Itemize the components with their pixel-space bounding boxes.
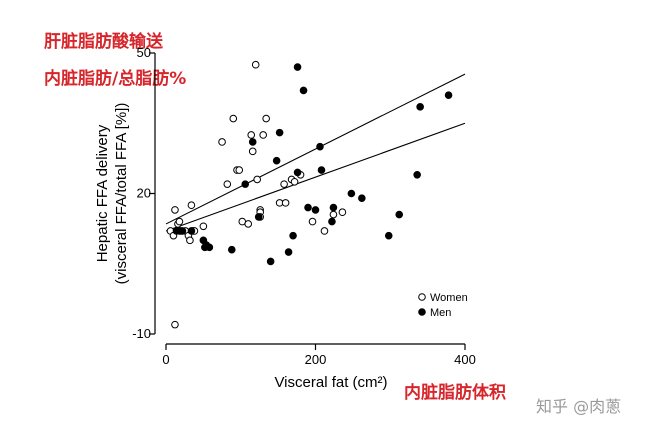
data-point-men: [293, 168, 302, 177]
data-point-men: [413, 170, 421, 179]
y-axis-label-line2: (visceral FFA/total FFA [%]): [113, 103, 130, 285]
data-point-women: [244, 220, 253, 228]
data-point-women: [259, 131, 267, 139]
data-point-women: [320, 227, 329, 235]
data-point-men: [241, 180, 250, 188]
data-point-women: [175, 217, 184, 226]
data-point-men: [358, 194, 366, 202]
axes: -10 20 50 0 200 400: [132, 45, 476, 367]
annotation-title-line1: 肝脏脂肪酸输送: [44, 32, 163, 52]
data-point-men: [266, 257, 275, 266]
legend-marker: [418, 308, 426, 316]
data-point-women: [281, 199, 290, 207]
data-point-men: [329, 203, 338, 212]
y-tick-label: 20: [137, 186, 151, 201]
x-tick-label: 200: [305, 352, 327, 367]
y-ticks: -10 20 50: [132, 45, 155, 341]
data-point-men: [275, 128, 284, 137]
data-point-women: [247, 131, 256, 139]
watermark: 知乎 @肉蔥: [536, 397, 622, 416]
data-point-men: [347, 189, 356, 198]
data-point-women: [248, 147, 257, 156]
x-axis-label: Visceral fat (cm²): [274, 374, 387, 391]
data-point-women: [223, 180, 232, 188]
data-point-men: [205, 243, 214, 252]
data-point-women: [171, 320, 179, 329]
data-point-women: [262, 114, 270, 123]
data-point-men: [293, 63, 302, 71]
data-point-men: [328, 217, 336, 226]
data-point-women: [235, 166, 244, 174]
data-point-men: [254, 213, 263, 221]
legend-label: Women: [430, 292, 468, 304]
data-point-men: [317, 166, 326, 174]
data-point-men: [178, 227, 187, 235]
regression-lines: [165, 73, 466, 232]
regression-line-women: [165, 122, 466, 232]
data-point-men: [284, 248, 293, 256]
data-point-women: [280, 180, 288, 188]
annotation-title-line2: 内脏脂肪/总脂肪%: [44, 69, 187, 89]
data-point-men: [248, 138, 257, 146]
data-point-women: [186, 236, 194, 245]
data-point-women: [218, 138, 226, 146]
data-point-women: [290, 177, 299, 186]
data-point-men: [311, 206, 320, 214]
y-tick-label: 50: [137, 45, 151, 60]
data-point-men: [304, 203, 312, 212]
data-point-men: [289, 231, 297, 240]
annotation-xlabel: 内脏脂肪体积: [404, 383, 506, 403]
data-point-women: [187, 201, 196, 210]
y-axis-label-line1: Hepatic FFA delivery: [94, 124, 111, 262]
data-point-women: [229, 114, 238, 123]
data-point-men: [384, 231, 393, 240]
data-point-men: [316, 142, 324, 151]
data-points: [166, 60, 453, 329]
x-ticks: 0 200 400: [162, 344, 476, 367]
data-point-women: [171, 206, 179, 214]
data-point-men: [416, 103, 424, 111]
legend: Women Men: [418, 292, 468, 319]
x-tick-label: 0: [162, 352, 169, 367]
data-point-women: [338, 208, 347, 217]
x-tick-label: 400: [454, 352, 476, 367]
data-point-women: [329, 210, 338, 219]
data-point-men: [187, 227, 196, 235]
data-point-men: [272, 156, 281, 165]
data-point-women: [199, 222, 208, 231]
y-tick-label: -10: [132, 326, 151, 341]
legend-marker: [418, 293, 426, 301]
regression-line-men: [165, 73, 466, 225]
data-point-women: [253, 175, 261, 184]
data-point-men: [395, 210, 404, 219]
data-point-men: [227, 245, 236, 254]
legend-label: Men: [430, 307, 451, 319]
data-point-men: [444, 91, 453, 99]
data-point-women: [251, 60, 260, 69]
data-point-men: [299, 86, 308, 95]
data-point-women: [308, 217, 317, 226]
